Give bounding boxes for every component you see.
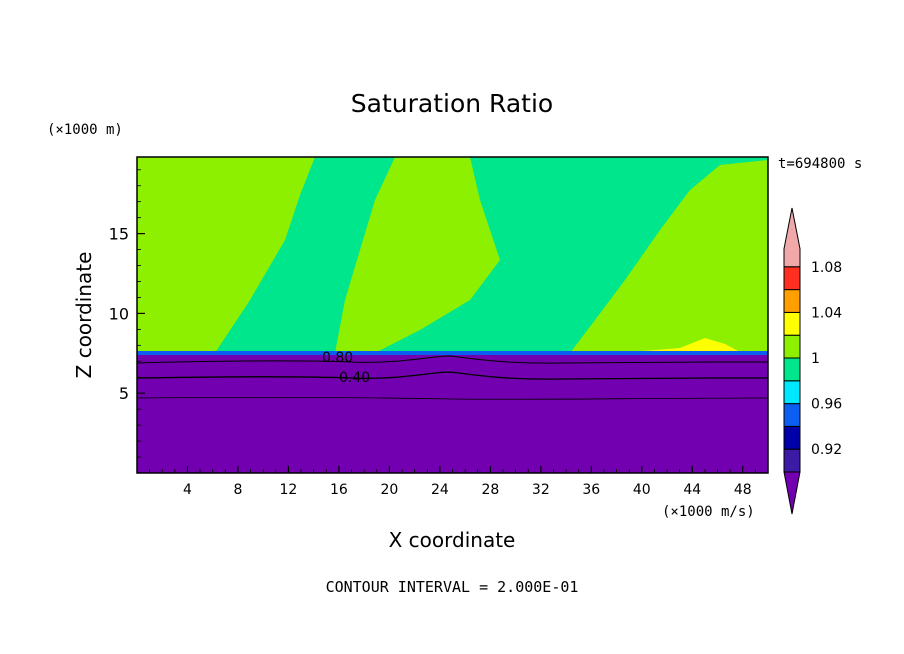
colorbar-swatch-3 [783, 380, 801, 405]
colorbar-swatch-2 [783, 403, 801, 427]
x-tick-label-8: 36 [582, 482, 600, 498]
x-tick-label-3: 16 [330, 482, 348, 498]
chart-title: Saturation Ratio [351, 89, 553, 118]
y-axis-label: Z coordinate [72, 252, 96, 379]
colorbar-swatch-8 [783, 266, 801, 291]
x-tick-label-4: 20 [380, 482, 398, 498]
colorbar-label-4: 1.08 [811, 260, 842, 276]
contour-interval-note: CONTOUR INTERVAL = 2.000E-01 [326, 578, 579, 596]
contour-line-low [136, 396, 769, 400]
colorbar-swatch-6 [783, 311, 801, 336]
y-tick-label-0: 5 [119, 384, 129, 403]
colorbar-label-3: 1.04 [811, 305, 842, 321]
colorbar: 0.92 0.96 1 1.04 1.08 [783, 207, 842, 515]
y-tick-label-2: 15 [109, 225, 129, 244]
high-region-center [335, 157, 500, 353]
y-tick-label-1: 10 [109, 304, 129, 323]
x-tick-label-10: 44 [683, 482, 701, 498]
y-axis-ticks: 5 10 15 [109, 169, 145, 458]
colorbar-under [783, 471, 801, 515]
y-unit-label: (×1000 m) [47, 122, 123, 138]
colorbar-swatch-7 [783, 289, 801, 313]
colorbar-label-0: 0.92 [811, 442, 842, 458]
contour-label-0-40: 0.40 [339, 370, 370, 386]
x-unit-label: (×1000 m/s) [662, 504, 755, 520]
contour-label-0-80: 0.80 [322, 350, 353, 366]
colorbar-over [783, 207, 801, 268]
x-tick-label-1: 8 [233, 482, 242, 498]
high-region-right [570, 160, 768, 353]
colorbar-swatch-1 [783, 425, 801, 450]
x-axis-label: X coordinate [389, 528, 516, 552]
colorbar-label-2: 1 [811, 351, 820, 367]
plot-area: 0.80 0.40 [136, 156, 769, 474]
x-tick-label-6: 28 [481, 482, 499, 498]
x-axis-ticks: 4 8 12 16 20 24 28 32 36 40 44 48 [149, 466, 756, 498]
x-tick-label-2: 12 [280, 482, 298, 498]
colorbar-swatch-4 [783, 357, 801, 382]
high-region-left [137, 157, 315, 353]
lower-region [137, 355, 768, 473]
x-tick-label-0: 4 [183, 482, 192, 498]
colorbar-label-1: 0.96 [811, 397, 842, 413]
contour-line-0-80 [136, 355, 769, 364]
colorbar-swatch-0 [783, 448, 801, 473]
time-label: t=694800 s [778, 156, 862, 172]
x-tick-label-9: 40 [633, 482, 651, 498]
colorbar-swatch-5 [783, 334, 801, 359]
contour-line-0-40 [136, 371, 769, 380]
x-tick-label-11: 48 [734, 482, 752, 498]
x-tick-label-7: 32 [532, 482, 550, 498]
inversion-edge [137, 351, 768, 356]
supersaturated-patch [630, 338, 740, 352]
x-tick-label-5: 24 [431, 482, 449, 498]
